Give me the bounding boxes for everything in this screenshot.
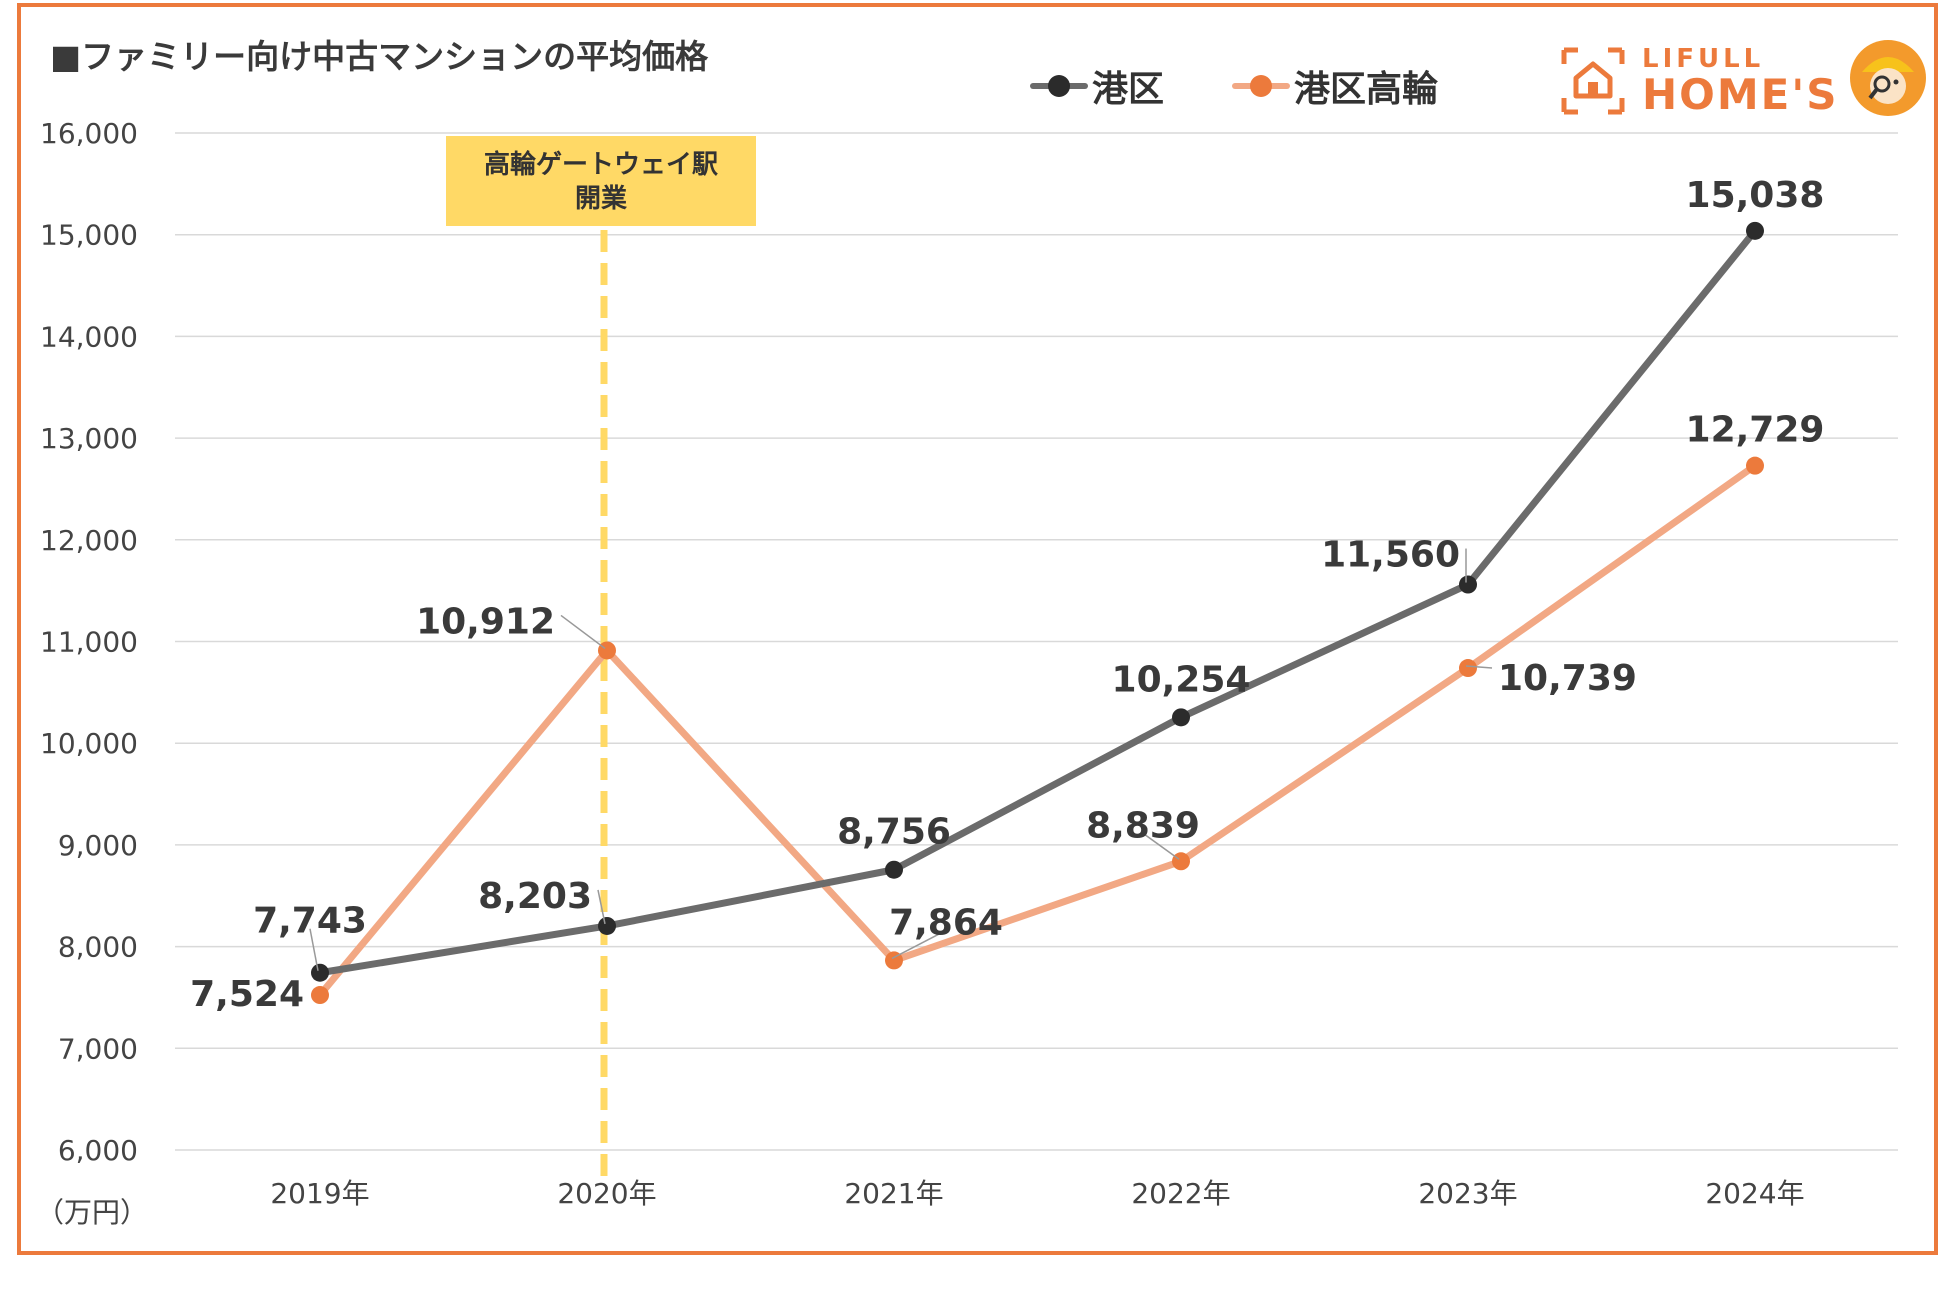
data-point-takanawa — [311, 986, 329, 1005]
legend-item-minato: 港区 — [1030, 60, 1164, 112]
y-tick-label: 11,000 — [40, 626, 138, 659]
y-tick-label: 16,000 — [40, 117, 138, 150]
legend-swatch-takanawa — [1232, 71, 1290, 101]
data-label-minato: 10,254 — [1112, 659, 1251, 700]
data-label-minato: 11,560 — [1321, 535, 1460, 576]
data-label-takanawa: 7,524 — [190, 974, 304, 1015]
brand-line1: LIFULL — [1642, 44, 1765, 74]
data-label-leader — [1465, 665, 1493, 669]
x-tick-label: 2024年 — [1705, 1177, 1804, 1210]
y-tick-label: 12,000 — [40, 524, 138, 557]
data-label-minato: 8,203 — [478, 876, 592, 917]
data-label-takanawa: 10,912 — [416, 601, 555, 642]
x-tick-label: 2021年 — [844, 1177, 943, 1210]
data-point-minato — [598, 916, 616, 935]
y-tick-label: 13,000 — [40, 422, 138, 455]
y-tick-label: 6,000 — [58, 1134, 138, 1167]
event-annotation-text: 開業 — [575, 184, 627, 214]
event-annotation-box — [446, 136, 756, 226]
data-label-leader — [309, 928, 319, 971]
y-tick-label: 7,000 — [58, 1032, 138, 1065]
data-point-minato — [1746, 221, 1764, 240]
y-tick-label: 14,000 — [40, 320, 138, 353]
data-point-takanawa — [1746, 456, 1764, 475]
series-line-takanawa — [316, 462, 1759, 999]
legend-label-minato: 港区 — [1092, 69, 1165, 110]
data-point-takanawa — [598, 641, 616, 660]
x-tick-label: 2019年 — [270, 1177, 369, 1210]
legend-label-takanawa: 港区高輪 — [1294, 69, 1439, 110]
data-label-takanawa: 8,839 — [1086, 805, 1200, 846]
data-point-takanawa — [885, 951, 903, 970]
y-axis-unit-label: （万円） — [36, 1196, 148, 1229]
chart-frame — [17, 3, 1938, 1255]
data-label-leader — [560, 614, 606, 650]
data-point-takanawa — [1459, 659, 1477, 678]
legend-item-takanawa: 港区高輪 — [1232, 60, 1438, 112]
data-label-minato: 8,756 — [837, 812, 951, 853]
data-point-takanawa — [1172, 852, 1190, 871]
y-tick-label: 9,000 — [58, 829, 138, 862]
data-label-leader — [597, 889, 606, 925]
data-point-minato — [1172, 708, 1190, 727]
y-tick-label: 15,000 — [40, 219, 138, 252]
data-label-leader — [1142, 832, 1180, 860]
x-tick-label: 2020年 — [557, 1177, 656, 1210]
x-tick-label: 2022年 — [1131, 1177, 1230, 1210]
y-tick-label: 8,000 — [58, 931, 138, 964]
brand-line2: HOME'S — [1642, 70, 1839, 119]
data-label-minato: 7,743 — [253, 901, 367, 942]
data-label-minato: 15,038 — [1686, 175, 1825, 216]
chart-title: ■ファミリー向け中古マンションの平均価格 — [50, 37, 709, 76]
mascot-icon — [1850, 40, 1926, 116]
y-tick-label: 10,000 — [40, 727, 138, 760]
event-annotation-text: 高輪ゲートウェイ駅 — [484, 149, 718, 180]
brand-logo: LIFULL HOME'S — [1558, 38, 1928, 128]
data-label-leader — [891, 929, 947, 960]
x-tick-label: 2023年 — [1418, 1177, 1517, 1210]
data-point-minato — [311, 963, 329, 982]
data-label-takanawa: 12,729 — [1686, 410, 1825, 451]
house-icon — [1561, 47, 1625, 115]
data-label-takanawa: 10,739 — [1498, 658, 1637, 699]
data-label-takanawa: 7,864 — [889, 902, 1003, 943]
data-point-minato — [1459, 575, 1477, 594]
legend-swatch-minato — [1030, 71, 1088, 101]
data-point-minato — [885, 860, 903, 879]
series-line-minato — [316, 227, 1759, 977]
